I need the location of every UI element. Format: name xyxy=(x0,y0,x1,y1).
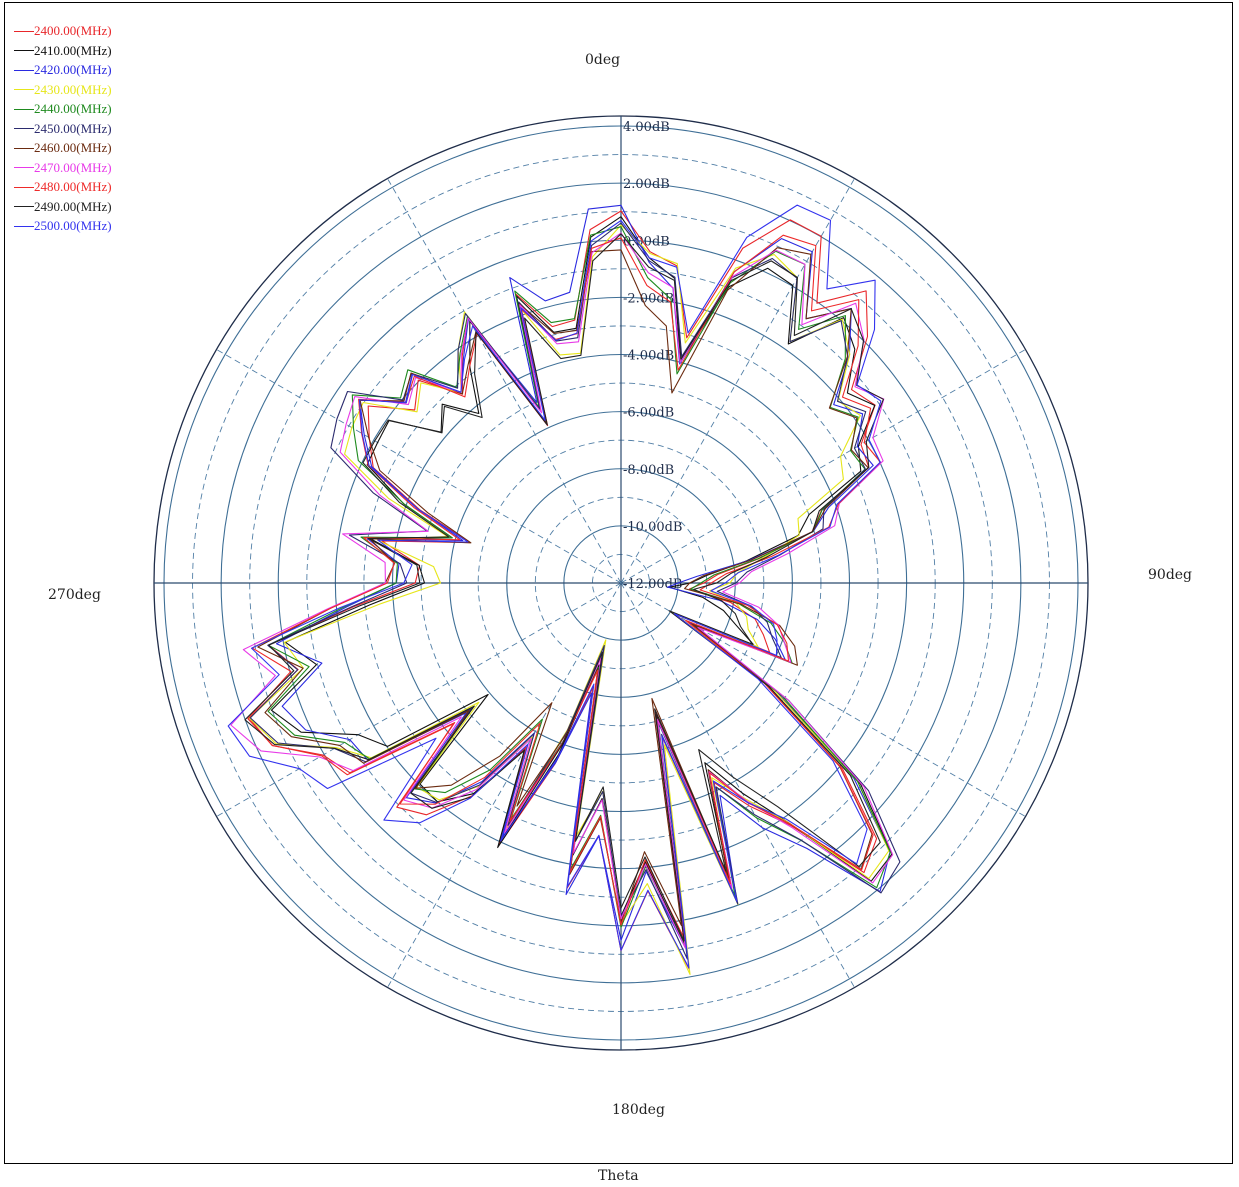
legend-label: 2500.00(MHz) xyxy=(34,218,112,234)
radial-tick-label: -12.00dB xyxy=(623,577,682,592)
legend-item: 2400.00(MHz) xyxy=(14,20,112,40)
legend-item: 2430.00(MHz) xyxy=(14,79,112,99)
legend-swatch xyxy=(14,108,34,110)
radial-tick-label: 2.00dB xyxy=(623,177,670,192)
angle-label-180deg: 180deg xyxy=(612,1102,665,1118)
legend-item: 2470.00(MHz) xyxy=(14,157,112,177)
grid-spoke xyxy=(620,349,1026,584)
grid-spoke xyxy=(620,178,855,584)
chart-frame xyxy=(4,2,1233,1164)
legend-label: 2470.00(MHz) xyxy=(34,159,112,175)
angle-label-270deg: 270deg xyxy=(48,587,101,603)
series-line xyxy=(244,233,884,942)
grid-spoke xyxy=(216,582,622,817)
legend-swatch xyxy=(14,128,34,130)
legend-swatch xyxy=(14,50,34,52)
series-line xyxy=(257,247,873,927)
legend-swatch xyxy=(14,225,34,227)
radial-tick-label: -6.00dB xyxy=(623,406,674,421)
legend-swatch xyxy=(14,69,34,71)
radial-tick-label: -10.00dB xyxy=(623,520,682,535)
series-line xyxy=(275,204,891,949)
series-line xyxy=(247,234,881,938)
legend-label: 2440.00(MHz) xyxy=(34,101,112,117)
legend: 2400.00(MHz) 2410.00(MHz) 2420.00(MHz) 2430… xyxy=(14,20,112,235)
angle-label-0deg: 0deg xyxy=(585,52,621,68)
legend-swatch xyxy=(14,147,34,149)
legend-item: 2440.00(MHz) xyxy=(14,98,112,118)
legend-item: 2480.00(MHz) xyxy=(14,176,112,196)
series-line xyxy=(248,210,878,970)
series-line xyxy=(230,232,894,949)
axis-title: Theta xyxy=(598,1168,639,1184)
legend-label: 2460.00(MHz) xyxy=(34,140,112,156)
legend-item: 2410.00(MHz) xyxy=(14,40,112,60)
legend-label: 2450.00(MHz) xyxy=(34,120,112,136)
grid-spoke xyxy=(216,349,622,584)
legend-swatch xyxy=(14,206,34,208)
legend-swatch xyxy=(14,89,34,91)
series-line xyxy=(267,226,891,947)
angle-label-90deg: 90deg xyxy=(1148,567,1193,583)
legend-label: 2430.00(MHz) xyxy=(34,81,112,97)
grid-spoke xyxy=(620,582,1026,817)
series-line xyxy=(248,224,890,975)
legend-swatch xyxy=(14,167,34,169)
grid-spoke xyxy=(387,582,622,988)
legend-label: 2400.00(MHz) xyxy=(34,23,112,39)
legend-item: 2450.00(MHz) xyxy=(14,118,112,138)
legend-item: 2460.00(MHz) xyxy=(14,137,112,157)
radial-tick-label: -4.00dB xyxy=(623,349,674,364)
legend-item: 2490.00(MHz) xyxy=(14,196,112,216)
legend-item: 2420.00(MHz) xyxy=(14,59,112,79)
radial-tick-label: 4.00dB xyxy=(623,120,670,135)
radial-tick-label: -8.00dB xyxy=(623,463,674,478)
legend-swatch xyxy=(14,30,34,32)
legend-swatch xyxy=(14,186,34,188)
legend-label: 2490.00(MHz) xyxy=(34,198,112,214)
legend-label: 2480.00(MHz) xyxy=(34,179,112,195)
legend-label: 2420.00(MHz) xyxy=(34,62,112,78)
legend-label: 2410.00(MHz) xyxy=(34,42,112,58)
legend-item: 2500.00(MHz) xyxy=(14,215,112,235)
grid-spoke xyxy=(387,178,622,584)
grid-spoke xyxy=(620,582,855,988)
series-line xyxy=(227,204,882,969)
